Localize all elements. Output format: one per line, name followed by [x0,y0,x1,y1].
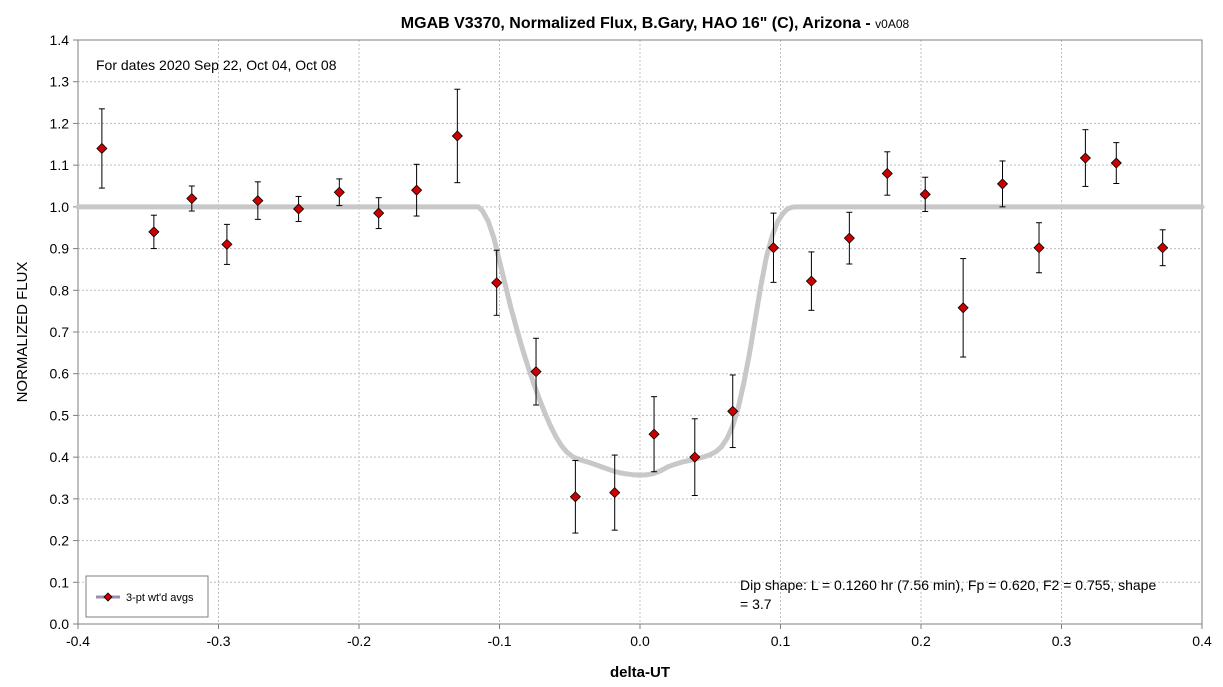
data-point [252,195,264,207]
legend: 3-pt wt'd avgs [85,575,209,618]
y-tick-label: 1.3 [50,74,70,90]
chart-title-suffix: v0A08 [875,17,909,31]
data-point [881,167,893,180]
dip-shape-annotation-line2: = 3.7 [740,596,772,612]
x-tick-label: 0.2 [911,633,931,649]
data-point [148,226,160,238]
data-point [96,142,108,155]
data-point [411,184,423,196]
y-tick-label: 1.2 [50,115,70,131]
data-point [1157,242,1169,254]
data-point [1110,157,1122,169]
data-point [221,238,233,250]
y-tick-label: 1.0 [50,199,70,215]
legend-swatch-marker [103,592,113,602]
dip-shape-annotation-line1: Dip shape: L = 0.1260 hr (7.56 min), Fp … [740,577,1156,593]
data-point [957,302,969,314]
y-tick-label: 0.6 [50,366,70,382]
data-point [805,275,817,287]
x-axis-label: delta-UT [610,664,670,681]
model-line-group [75,204,1205,478]
y-tick-label: 0.4 [50,449,70,465]
y-tick-labels: 0.0 0.1 0.2 0.3 0.4 0.5 0.6 0.7 0.8 0.9 1.0 1.1 1.2 1… [50,32,70,632]
data-point [767,242,780,254]
data-point [530,366,542,378]
data-point [451,130,463,142]
y-tick-label: 0.1 [50,574,70,590]
x-tick-labels: -0.4 -0.3 -0.2 -0.1 0.0 0.1 0.2 0.3 0.4 [66,633,1212,649]
gridlines [78,40,1202,624]
data-point [333,186,345,198]
data-point [1033,242,1045,254]
data-point [373,207,385,219]
axis-ticks [73,39,1203,629]
x-tick-label: 0.1 [771,633,791,649]
y-tick-label: 0.7 [50,324,70,340]
data-point [843,232,855,244]
y-tick-label: 0.5 [50,407,70,423]
x-tick-label: 0.3 [1052,633,1072,649]
data-point [186,192,198,205]
x-tick-label: -0.2 [347,633,371,649]
data-points-group [96,88,1169,534]
x-tick-label: 0.0 [630,633,650,649]
model-fit-line [75,204,1205,478]
chart-title: MGAB V3370, Normalized Flux, B.Gary, HAO… [401,15,910,32]
x-tick-label: -0.3 [206,633,230,649]
data-point [491,277,503,289]
x-tick-label: 0.4 [1192,633,1212,649]
data-point [609,487,621,499]
data-point [996,178,1009,190]
y-tick-label: 1.1 [50,157,70,173]
y-tick-label: 0.0 [50,616,70,632]
y-tick-label: 1.4 [50,32,70,48]
x-tick-label: -0.1 [487,633,511,649]
data-point [569,491,581,503]
y-tick-label: 0.9 [50,241,70,257]
y-tick-label: 0.8 [50,282,70,298]
dates-annotation: For dates 2020 Sep 22, Oct 04, Oct 08 [96,57,337,73]
data-point [727,405,739,417]
data-point [648,428,660,440]
data-point [919,188,931,200]
x-tick-label: -0.4 [66,633,90,649]
chart-title-main: MGAB V3370, Normalized Flux, B.Gary, HAO… [401,15,875,32]
y-tick-label: 0.2 [50,533,70,549]
y-tick-label: 0.3 [50,491,70,507]
y-axis-label: NORMALIZED FLUX [14,262,31,403]
legend-label: 3-pt wt'd avgs [126,592,194,604]
data-point [293,203,305,215]
data-point [1079,152,1091,164]
data-point [689,451,701,463]
